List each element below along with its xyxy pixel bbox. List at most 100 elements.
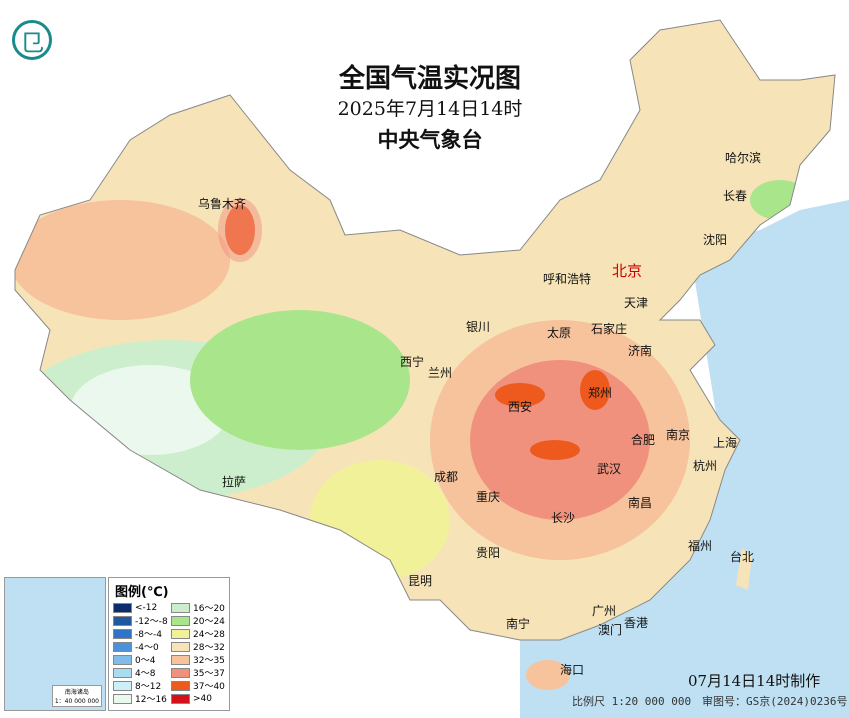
city-label: 太原 <box>546 326 572 340</box>
city-label: 南宁 <box>505 617 531 631</box>
city-label: 济南 <box>627 344 653 358</box>
city-label: 澳门 <box>597 623 623 637</box>
legend-item: 24～28 <box>171 628 229 640</box>
ocean <box>520 200 849 718</box>
legend-swatch <box>171 654 190 665</box>
legend-item: 32～35 <box>171 654 229 666</box>
south-china-sea-inset: 南海诸岛 1：40 000 000 <box>4 577 106 711</box>
legend-item: 4～8 <box>113 667 171 679</box>
city-label: 合肥 <box>630 433 656 447</box>
city-label: 广州 <box>591 604 617 618</box>
legend-item: 8～12 <box>113 680 171 692</box>
legend-label: -8～-4 <box>135 630 162 640</box>
legend-swatch <box>171 641 190 652</box>
city-label: 昆明 <box>407 574 433 588</box>
city-label: 上海 <box>712 436 738 450</box>
legend-item: <-12 <box>113 602 171 613</box>
city-label: 海口 <box>559 663 585 677</box>
city-label: 成都 <box>433 470 459 484</box>
city-label: 天津 <box>623 296 649 310</box>
legend-label: <-12 <box>135 602 158 613</box>
city-label: 银川 <box>465 320 491 334</box>
legend-label: 0～4 <box>135 656 156 666</box>
legend-swatch <box>113 641 132 652</box>
city-label: 长沙 <box>550 511 576 525</box>
legend-item: 16～20 <box>171 602 229 614</box>
city-label: 武汉 <box>596 462 622 476</box>
city-label: 西宁 <box>399 355 425 369</box>
legend-title: 图例(℃) <box>115 585 169 600</box>
legend-item: -8～-4 <box>113 628 171 640</box>
city-label: 乌鲁木齐 <box>197 197 247 211</box>
city-label: 南京 <box>665 428 691 442</box>
nmc-logo-icon: 㔾 <box>12 20 52 60</box>
legend-label: 32～35 <box>193 656 225 666</box>
legend-grid: <-12 16～20 -12～-8 20～24 -8～-4 24～28 -4～0 28～32 0… <box>113 602 229 705</box>
legend-item: 0～4 <box>113 654 171 666</box>
legend-label: 16～20 <box>193 604 225 614</box>
map-title: 全国气温实况图 <box>338 64 521 94</box>
inset-caption: 南海诸岛 1：40 000 000 <box>51 685 102 707</box>
legend-swatch <box>113 628 132 639</box>
city-label: 哈尔滨 <box>724 151 762 165</box>
legend-item: -4～0 <box>113 641 171 653</box>
taiwan-island <box>736 548 752 590</box>
legend-swatch <box>171 680 190 691</box>
legend-label: 20～24 <box>193 617 225 627</box>
city-label: 南昌 <box>627 496 653 510</box>
map-number: 审图号：GS京(2024)0236号 <box>702 695 848 708</box>
hainan-island <box>526 660 570 690</box>
city-label: 长春 <box>722 189 748 203</box>
scale-text: 比例尺 1:20 000 000 <box>572 695 692 708</box>
city-label: 呼和浩特 <box>542 272 592 286</box>
inset-scale: 1：40 000 000 <box>54 698 99 705</box>
legend-swatch <box>171 667 190 678</box>
legend-label: 28～32 <box>193 643 225 653</box>
legend-item: 28～32 <box>171 641 229 653</box>
legend-swatch <box>171 615 190 626</box>
legend-item: 12～16 <box>113 693 171 705</box>
legend-label: >40 <box>193 693 212 704</box>
legend-swatch <box>113 693 132 704</box>
city-label: 石家庄 <box>590 322 628 336</box>
city-label: 拉萨 <box>221 475 247 489</box>
city-label: 沈阳 <box>702 233 728 247</box>
legend-label: 12～16 <box>135 695 167 705</box>
agency-name: 中央气象台 <box>377 127 483 152</box>
legend-item: 35～37 <box>171 667 229 679</box>
city-label: 郑州 <box>587 386 613 400</box>
legend-label: -4～0 <box>135 643 159 653</box>
made-time: 07月14日14时制作 <box>688 672 821 690</box>
legend-swatch <box>113 667 132 678</box>
legend-item: 37～40 <box>171 680 229 692</box>
legend-item: -12～-8 <box>113 615 171 627</box>
legend-swatch <box>113 654 132 665</box>
legend-swatch <box>171 693 190 704</box>
inset-name: 南海诸岛 <box>64 689 89 696</box>
map-subtitle: 2025年7月14日14时 <box>337 98 523 120</box>
legend-label: 37～40 <box>193 682 225 692</box>
city-label: 福州 <box>687 539 713 553</box>
legend-swatch <box>113 602 132 613</box>
legend-label: 35～37 <box>193 669 225 679</box>
legend-item: 20～24 <box>171 615 229 627</box>
legend-swatch <box>171 602 190 613</box>
legend-item: >40 <box>171 693 229 704</box>
legend-swatch <box>171 628 190 639</box>
city-label: 香港 <box>623 616 649 630</box>
city-label: 台北 <box>729 550 755 564</box>
city-label: 贵阳 <box>475 546 501 560</box>
legend-label: 24～28 <box>193 630 225 640</box>
legend-swatch <box>113 615 132 626</box>
city-label: 重庆 <box>475 490 501 504</box>
city-label: 北京 <box>611 262 643 280</box>
city-label: 兰州 <box>427 366 453 380</box>
legend-label: 8～12 <box>135 682 162 692</box>
legend: 图例(℃) <-12 16～20 -12～-8 20～24 -8～-4 24～28 -4～0… <box>108 577 230 711</box>
legend-label: 4～8 <box>135 669 156 679</box>
legend-swatch <box>113 680 132 691</box>
city-label: 杭州 <box>692 459 718 473</box>
city-label: 西安 <box>507 400 533 414</box>
